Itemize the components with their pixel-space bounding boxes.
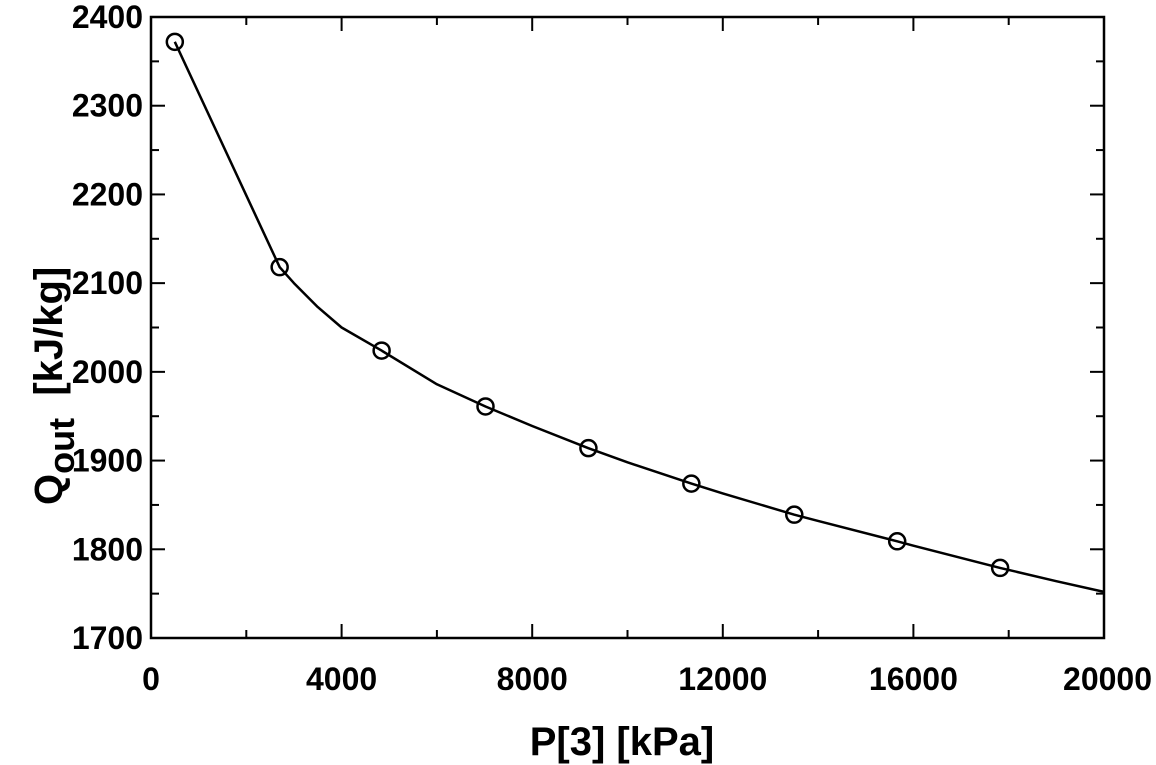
data-point-marker: [887, 532, 907, 551]
y-tick-label: 2100: [72, 265, 143, 301]
plot-frame: [149, 15, 1106, 640]
x-tick-label: 16000: [869, 661, 958, 697]
data-point-marker: [372, 341, 391, 360]
series-line: [173, 41, 1105, 594]
y-tick-label: 2300: [72, 88, 143, 124]
data-point-marker: [476, 397, 495, 416]
data-point-marker: [270, 257, 289, 277]
y-tick-label: 2000: [72, 354, 143, 390]
y-tick-label: 1800: [72, 531, 143, 567]
y-tick-label: 1900: [72, 443, 143, 479]
y-axis-title-subscript: out: [41, 418, 82, 474]
y-axis-title-units: [kJ/kg]: [27, 267, 71, 418]
y-tick-label: 1700: [72, 620, 143, 656]
data-point-marker: [579, 438, 598, 458]
y-axis-title-main: Q: [27, 474, 71, 505]
data-point-marker: [682, 474, 701, 493]
x-tick-label: 8000: [497, 661, 568, 697]
y-tick-label: 2400: [72, 0, 143, 35]
axis-ticks: [150, 16, 1105, 639]
series-group: [165, 32, 1105, 594]
data-point-marker: [990, 558, 1010, 578]
axis-tick-labels: 0 4000 8000 12000 16000 20000 1700 1800 1900 2000…: [72, 0, 1152, 697]
y-axis-title: Qout [kJ/kg]: [27, 267, 82, 505]
x-tick-label: 20000: [1063, 661, 1152, 697]
x-tick-label: 12000: [678, 661, 767, 697]
x-axis-title: P[3] [kPa]: [530, 720, 715, 764]
data-point-marker: [785, 505, 804, 524]
x-tick-label: 4000: [306, 661, 377, 697]
data-point-marker: [165, 32, 185, 52]
x-tick-label: 0: [142, 661, 160, 697]
y-tick-label: 2200: [72, 176, 143, 212]
